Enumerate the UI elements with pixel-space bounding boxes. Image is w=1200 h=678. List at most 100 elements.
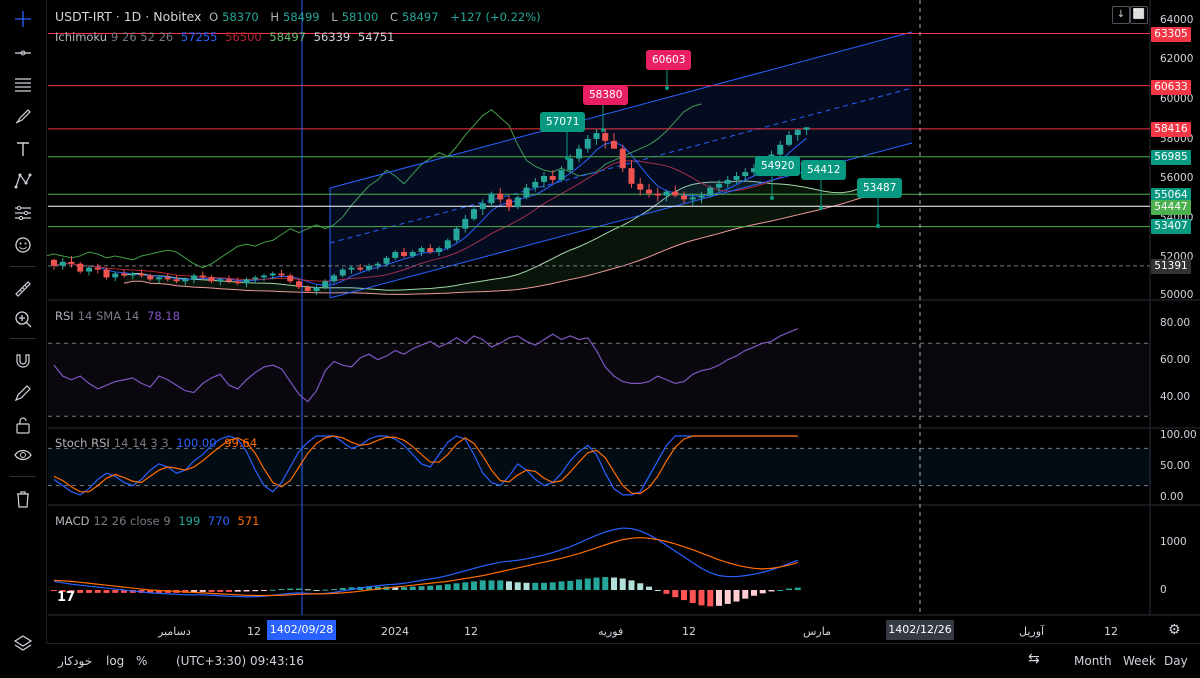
callout-53487[interactable]: 53487: [857, 178, 903, 198]
macd-histogram-bar: [541, 582, 547, 590]
candle-body: [786, 135, 792, 145]
candle-body: [558, 170, 565, 180]
ruler-icon[interactable]: [9, 278, 37, 300]
macd-histogram-bar: [716, 590, 722, 606]
text-icon[interactable]: [9, 138, 37, 160]
fib-icon[interactable]: [9, 74, 37, 96]
auto-scale-button[interactable]: خودکار: [58, 654, 93, 668]
macd-legend[interactable]: MACD 12 26 close 9 199 770 571: [55, 514, 260, 528]
macd-histogram-bar: [628, 580, 635, 590]
macd-histogram-bar: [418, 586, 425, 590]
tradingview-logo-icon[interactable]: 17: [57, 590, 76, 605]
ichimoku-legend[interactable]: Ichimoku 9 26 52 26 57255 56500 58497 563…: [55, 30, 395, 44]
stoch-band: [48, 448, 1150, 486]
candle-body: [182, 279, 189, 282]
range-week-button[interactable]: Week: [1123, 654, 1156, 668]
horizontal-line-icon[interactable]: [9, 42, 37, 64]
time-label: 12: [1104, 625, 1118, 638]
eye-icon[interactable]: [9, 444, 37, 466]
zoom-in-icon[interactable]: [9, 308, 37, 330]
range-month-button[interactable]: Month: [1074, 654, 1112, 668]
price-mark-53407[interactable]: 53407: [1151, 219, 1191, 234]
toolbar-divider: [10, 266, 36, 267]
price-mark-60633[interactable]: 60633: [1151, 80, 1191, 95]
trash-icon[interactable]: [9, 488, 37, 510]
stoch-axis-label: 50.00: [1160, 460, 1191, 472]
callout-60603[interactable]: 60603: [646, 50, 692, 70]
channel-upper: [329, 31, 913, 189]
candle-body: [156, 277, 162, 280]
macd-histogram-bar: [453, 583, 460, 590]
candle-body: [164, 277, 171, 280]
candle-body: [103, 269, 110, 278]
macd-histogram-bar: [322, 589, 329, 591]
pencil-lock-icon[interactable]: [9, 382, 37, 404]
candle-body: [777, 144, 784, 155]
date-range-icon[interactable]: ⇆: [1028, 651, 1040, 667]
candle-body: [794, 129, 801, 136]
candle-body: [357, 267, 364, 270]
macd-histogram-bar: [243, 590, 250, 592]
download-icon[interactable]: ↓: [1112, 6, 1130, 24]
price-mark-56985[interactable]: 56985: [1151, 150, 1191, 165]
stoch-axis-label: 0.00: [1160, 491, 1184, 503]
candle-body: [217, 279, 224, 282]
callout-54920[interactable]: 54920: [755, 156, 801, 176]
fullscreen-icon[interactable]: ⬜: [1130, 6, 1148, 24]
candle-body: [383, 257, 390, 264]
candle-body: [322, 281, 329, 288]
macd-histogram-bar: [698, 590, 705, 606]
price-mark-58416[interactable]: 58416: [1151, 122, 1191, 137]
price-mark-55064[interactable]: 55064: [1151, 188, 1191, 203]
log-scale-button[interactable]: log: [106, 654, 125, 668]
candle-body: [593, 133, 600, 139]
range-day-button[interactable]: Day: [1164, 654, 1188, 668]
price-mark-63305[interactable]: 63305: [1151, 27, 1191, 42]
macd-histogram-bar: [103, 590, 110, 593]
macd-histogram-bar: [646, 586, 652, 590]
rsi-legend[interactable]: RSI 14 SMA 14 78.18: [55, 309, 180, 323]
macd-histogram-bar: [602, 577, 609, 590]
macd-histogram-bar: [392, 587, 399, 590]
callout-54412[interactable]: 54412: [801, 160, 847, 180]
candle-body: [532, 181, 539, 188]
brush-icon[interactable]: [9, 106, 37, 128]
callout-58380[interactable]: 58380: [583, 85, 629, 105]
candle-body: [733, 176, 740, 180]
symbol-title[interactable]: USDT-IRT · 1D · Nobitex: [55, 9, 202, 24]
layers-icon[interactable]: [9, 632, 37, 654]
price-mark-51391[interactable]: 51391: [1151, 259, 1191, 274]
candle-body: [313, 287, 320, 292]
callout-pointer-dot: [601, 128, 605, 132]
callout-57071[interactable]: 57071: [540, 112, 586, 132]
macd-histogram-bar: [156, 590, 162, 593]
ohlc-high: H 58499: [270, 10, 320, 24]
toolbar-divider: [10, 338, 36, 339]
ichimoku-kijun: [53, 159, 807, 282]
candle-body: [409, 252, 416, 256]
rsi-axis-label: 60.00: [1160, 354, 1191, 366]
macd-histogram-bar: [68, 590, 75, 593]
candle-body: [278, 273, 285, 276]
stoch-legend[interactable]: Stoch RSI 14 14 3 3 100.00 99.64: [55, 436, 258, 450]
macd-histogram-bar: [497, 580, 504, 590]
percent-scale-button[interactable]: %: [136, 654, 148, 668]
candle-body: [444, 240, 451, 249]
macd-histogram-bar: [208, 590, 215, 592]
price-mark-54447[interactable]: 54447: [1151, 200, 1191, 215]
time-label: 12: [247, 625, 261, 638]
emoji-icon[interactable]: [9, 234, 37, 256]
candle-body: [234, 281, 241, 284]
crosshair-icon[interactable]: [9, 8, 37, 30]
stoch-axis-label: 100.00: [1160, 429, 1197, 441]
pattern-icon[interactable]: [9, 170, 37, 192]
settings-gear-icon[interactable]: ⚙: [1168, 622, 1181, 638]
time-label: آوریل: [1019, 625, 1045, 638]
macd-histogram-bar: [444, 584, 451, 590]
candle-body: [191, 275, 197, 280]
timezone-clock[interactable]: (UTC+3:30) 09:43:16: [176, 654, 304, 668]
magnet-icon[interactable]: [9, 350, 37, 372]
lock-icon[interactable]: [9, 414, 37, 436]
prediction-icon[interactable]: [9, 202, 37, 224]
